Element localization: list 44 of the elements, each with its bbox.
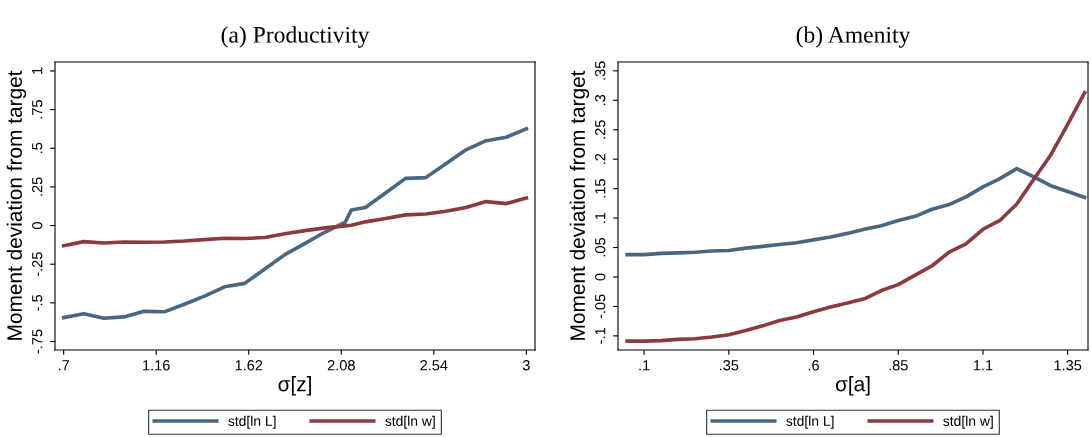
x-tick-label: 1.35 bbox=[1054, 360, 1082, 371]
y-tick-label: -.05 bbox=[595, 294, 606, 319]
y-tick-label: .15 bbox=[595, 179, 606, 198]
y-tick-label: .75 bbox=[32, 100, 43, 119]
y-tick-label: .35 bbox=[595, 61, 606, 80]
x-axis-title: σ[z] bbox=[278, 376, 311, 396]
x-tick-label: .1 bbox=[639, 360, 650, 371]
x-tick-label: .35 bbox=[720, 360, 739, 371]
x-tick-label: 2.08 bbox=[327, 360, 355, 371]
line-series bbox=[61, 196, 529, 248]
y-tick-label: -.5 bbox=[32, 294, 43, 311]
y-tick-label: -.25 bbox=[32, 252, 43, 277]
x-axis-title: σ[a] bbox=[835, 376, 870, 396]
y-tick-label: .5 bbox=[32, 142, 43, 154]
x-tick-label: 1.16 bbox=[143, 360, 170, 371]
x-tick-label: .85 bbox=[889, 360, 908, 371]
y-axis-title: Moment deviation from target bbox=[6, 70, 27, 340]
y-tick-label: 0 bbox=[595, 273, 606, 281]
legend-label: std[ln w] bbox=[385, 415, 435, 429]
y-tick-label: .05 bbox=[595, 238, 606, 257]
y-tick-label: .3 bbox=[595, 94, 606, 106]
y-tick-label: 1 bbox=[32, 67, 43, 74]
legend-label: std[ln L] bbox=[786, 415, 834, 429]
x-tick-label: 2.54 bbox=[420, 360, 448, 371]
x-tick-label: 3 bbox=[522, 360, 530, 371]
x-tick-label: .6 bbox=[808, 360, 819, 371]
y-tick-label: .25 bbox=[595, 120, 606, 139]
legend-label: std[ln L] bbox=[228, 415, 276, 429]
y-tick-label: .25 bbox=[32, 177, 43, 196]
legend-label: std[ln w] bbox=[943, 415, 993, 429]
y-tick-label: .1 bbox=[595, 212, 606, 223]
y-tick-label: -.1 bbox=[595, 328, 606, 344]
line-series bbox=[625, 166, 1087, 257]
x-tick-label: 1.1 bbox=[973, 360, 993, 371]
y-axis-title: Moment deviation from target bbox=[569, 70, 590, 340]
line-series bbox=[61, 126, 529, 321]
chart-title: (a) Productivity bbox=[221, 26, 370, 48]
x-tick-label: 1.62 bbox=[235, 360, 263, 371]
line-series bbox=[625, 90, 1087, 343]
chart-title: (b) Amenity bbox=[796, 26, 911, 48]
y-tick-label: .2 bbox=[595, 153, 606, 164]
x-tick-label: .7 bbox=[58, 360, 69, 371]
y-tick-label: 0 bbox=[32, 222, 43, 230]
y-tick-label: -.75 bbox=[32, 329, 43, 354]
